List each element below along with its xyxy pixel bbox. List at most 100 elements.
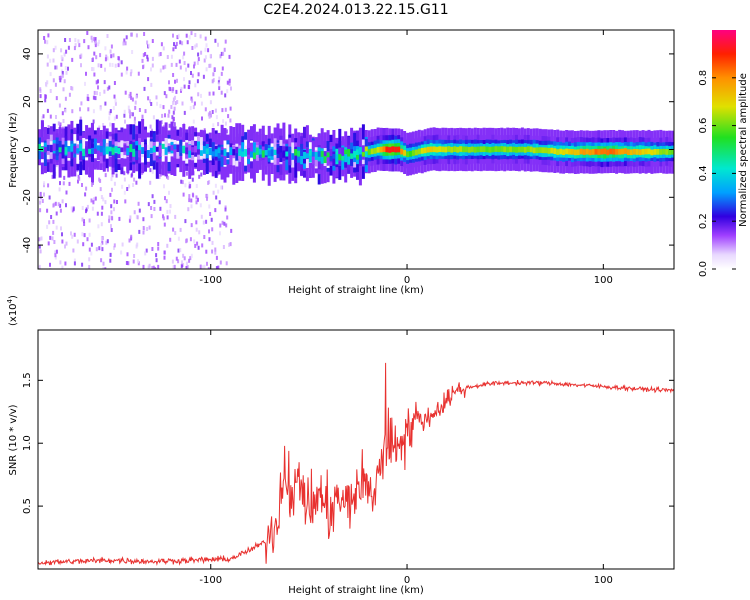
spectrogram-noise-cell [38, 264, 41, 269]
spectrogram-noise-cell [195, 43, 198, 48]
spectrogram-cell [573, 149, 577, 156]
spectrogram-cell [129, 144, 133, 153]
spectrogram-noise-cell [46, 80, 49, 85]
spectrogram-cell [529, 146, 533, 153]
spectrogram-noise-cell [163, 250, 166, 255]
spectrogram-noise-cell [174, 79, 176, 84]
snr-x-tick-label: 100 [594, 575, 613, 586]
spectrogram-noise-cell [129, 91, 132, 96]
spectrogram-noise-cell [200, 93, 202, 98]
spectrogram-noise-cell [55, 115, 57, 119]
spectrogram-cell [382, 146, 386, 152]
spectrogram-noise-cell [48, 220, 51, 225]
spectrogram-noise-cell [175, 89, 178, 94]
spectrogram-noise-cell [112, 53, 115, 58]
spectrogram-cell [223, 148, 227, 165]
spectrogram-cell [235, 146, 239, 154]
spectrogram-noise-cell [217, 189, 220, 194]
spectrogram-cell [506, 146, 510, 153]
spectrogram-cell [70, 143, 74, 152]
spectrogram-cell [609, 148, 613, 155]
spectrogram-noise-cell [220, 90, 223, 95]
spectrogram-noise-cell [100, 243, 103, 248]
spectrogram-noise-cell [188, 194, 191, 199]
spectrogram-noise-cell [190, 204, 193, 209]
spectrogram-noise-cell [63, 52, 66, 57]
spectrogram-noise-cell [73, 46, 76, 51]
spectrogram-noise-cell [44, 94, 47, 99]
spectrogram-cell [123, 144, 127, 152]
spectrogram-noise-cell [133, 254, 136, 258]
spectrogram-y-label: Frequency (Hz) [8, 112, 19, 188]
spectrogram-noise-cell [209, 110, 211, 115]
spectrogram-noise-cell [208, 237, 211, 242]
spectrogram-noise-cell [39, 87, 42, 92]
spectrogram-noise-cell [223, 47, 226, 52]
spectrogram-noise-cell [58, 187, 61, 192]
spectrogram-cell [170, 145, 174, 151]
spectrogram-noise-cell [80, 53, 83, 58]
spectrogram-noise-cell [49, 72, 52, 77]
spectrogram-noise-cell [217, 122, 220, 127]
spectrogram-cell [226, 144, 230, 160]
spectrogram-noise-cell [104, 57, 107, 62]
spectrogram-noise-cell [109, 109, 112, 114]
spectrogram-noise-cell [147, 77, 150, 82]
spectrogram-noise-cell [191, 46, 194, 50]
spectrogram-noise-cell [123, 177, 126, 182]
spectrogram-noise-cell [138, 229, 141, 234]
spectrogram-cell [88, 148, 92, 154]
spectrogram-noise-cell [60, 226, 62, 231]
spectrogram-noise-cell [204, 107, 207, 112]
spectrogram-noise-cell [147, 202, 150, 207]
spectrogram-cell [335, 154, 339, 162]
spectrogram-noise-cell [172, 110, 175, 115]
spectrogram-noise-cell [185, 239, 188, 244]
spectrogram-noise-cell [175, 256, 178, 261]
spectrogram-noise-cell [186, 261, 188, 266]
spectrogram-noise-cell [59, 208, 62, 213]
spectrogram-noise-cell [212, 123, 215, 128]
spectrogram-noise-cell [159, 206, 162, 211]
spectrogram-noise-cell [60, 62, 63, 67]
spectrogram-noise-cell [83, 219, 85, 224]
spectrogram-noise-cell [192, 119, 195, 124]
spectrogram-noise-cell [141, 58, 144, 63]
spectrogram-noise-cell [106, 167, 109, 172]
spectrogram-noise-cell [65, 203, 67, 208]
spectrogram-noise-cell [49, 235, 52, 240]
spectrogram-noise-cell [187, 63, 190, 68]
spectrogram-cell [300, 148, 304, 156]
spectrogram-noise-cell [146, 40, 149, 45]
spectrogram-noise-cell [130, 234, 133, 239]
spectrogram-noise-cell [162, 216, 165, 221]
spectrogram-y-tick-label: 40 [22, 48, 33, 61]
spectrogram-cell [591, 149, 595, 155]
spectrogram-noise-cell [197, 57, 200, 62]
spectrogram-cell [647, 148, 651, 155]
spectrogram-noise-cell [143, 32, 146, 36]
spectrogram-noise-cell [211, 79, 214, 84]
spectrogram-noise-cell [113, 199, 116, 204]
spectrogram-noise-cell [109, 49, 112, 54]
spectrogram-noise-cell [124, 199, 127, 204]
spectrogram-noise-cell [205, 67, 208, 72]
spectrogram-cell [585, 148, 589, 155]
spectrogram-noise-cell [196, 60, 199, 65]
spectrogram-cell [250, 151, 253, 158]
spectrogram-noise-cell [130, 32, 133, 37]
spectrogram-cell [185, 147, 189, 155]
spectrogram-noise-cell [115, 114, 118, 119]
spectrogram-noise-cell [52, 203, 55, 208]
spectrogram-cell [494, 146, 498, 152]
spectrogram-noise-cell [211, 249, 214, 254]
spectrogram-noise-cell [61, 111, 64, 116]
spectrogram-noise-cell [98, 177, 101, 182]
spectrogram-noise-cell [201, 116, 203, 121]
spectrogram-cell [323, 156, 327, 163]
spectrogram-cell [58, 147, 62, 153]
spectrogram-noise-cell [195, 184, 198, 188]
spectrogram-noise-cell [183, 77, 185, 82]
spectrogram-noise-cell [104, 67, 106, 72]
spectrogram-noise-cell [184, 219, 187, 224]
